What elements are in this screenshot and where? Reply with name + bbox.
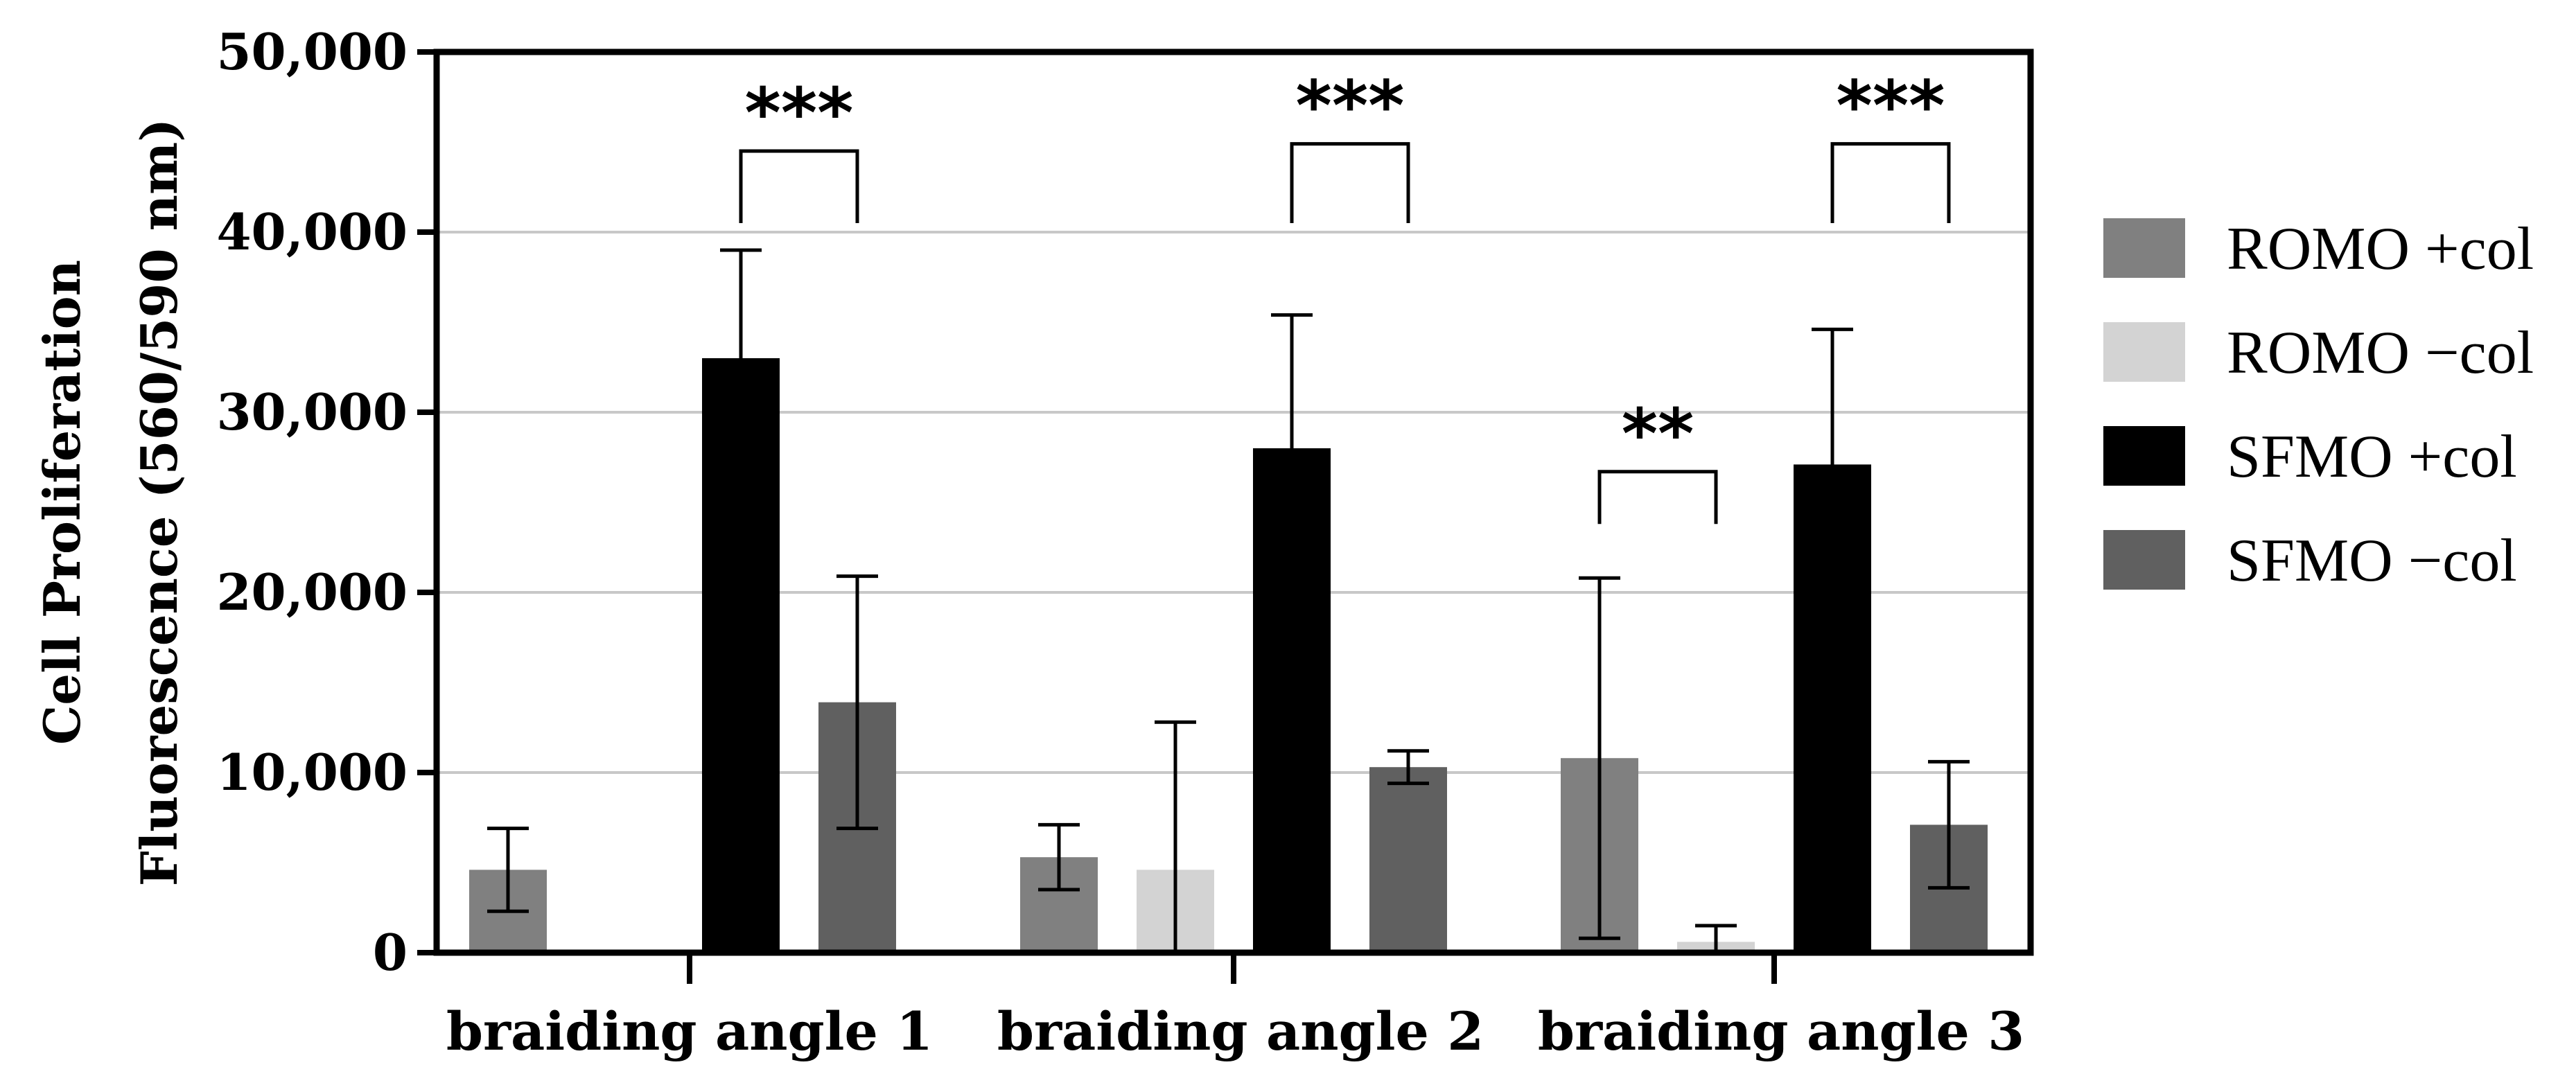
x-category-label: braiding angle 2 [997, 1000, 1484, 1062]
significance-label: ** [1622, 394, 1694, 475]
y-tick-label: 10,000 [216, 743, 408, 802]
axes: 0 10,000 20,000 30,000 40,000 50,000 braiding … [216, 22, 2034, 1062]
legend-label: SFMO −col [2227, 527, 2517, 594]
significance-bracket [1597, 470, 1718, 524]
y-tick-label: 50,000 [216, 22, 408, 81]
y-axis-label: Cell Proliferation [33, 260, 91, 745]
significance-bracket [739, 149, 859, 223]
significance-bracket [1290, 142, 1410, 223]
legend-swatch [2103, 218, 2185, 278]
legend-swatch [2103, 322, 2185, 382]
legend-label: ROMO −col [2227, 319, 2534, 387]
y-tick-label: 40,000 [216, 202, 408, 261]
y-axis-label: Fluorescence (560/590 nm) [130, 118, 189, 886]
significance-label: *** [1296, 66, 1405, 147]
legend-swatch [2103, 426, 2185, 486]
bar [1369, 767, 1447, 953]
y-axis-title: Cell Proliferation Fluorescence (560/590 … [33, 118, 189, 886]
significance-markers: *** ******** [739, 66, 1951, 524]
bars [469, 358, 1988, 953]
legend-label: SFMO +col [2227, 423, 2517, 491]
x-category-label: braiding angle 1 [446, 1000, 933, 1062]
significance-label: *** [745, 73, 854, 154]
gridlines [437, 231, 2031, 774]
legend: ROMO +col ROMO −col SFMO +col SFMO −col [2103, 215, 2534, 594]
y-tick-label: 0 [373, 923, 408, 982]
legend-swatch [2103, 530, 2185, 590]
plot-frame [433, 48, 2034, 956]
significance-bracket [1830, 142, 1951, 223]
significance-label: *** [1837, 66, 1945, 147]
y-tick-label: 30,000 [216, 382, 408, 441]
x-category-label: braiding angle 3 [1538, 1000, 2024, 1062]
legend-label: ROMO +col [2227, 215, 2534, 283]
y-tick-label: 20,000 [216, 563, 408, 621]
